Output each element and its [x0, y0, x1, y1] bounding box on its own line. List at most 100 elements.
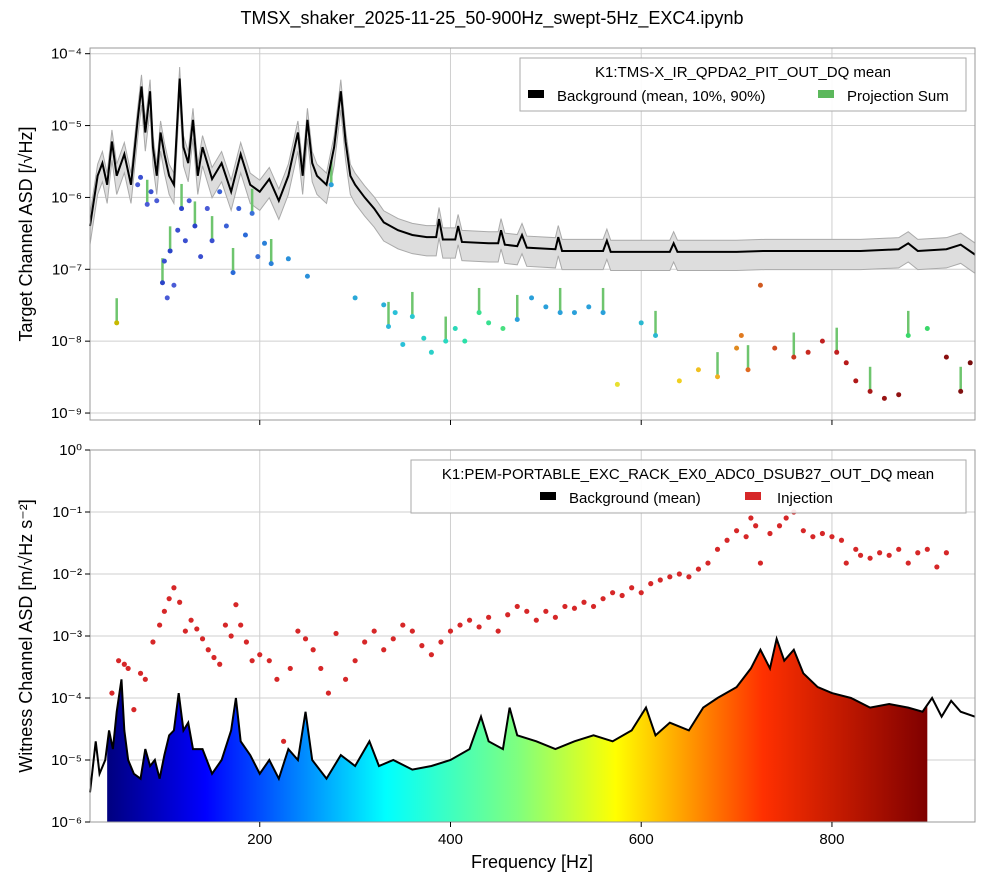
- top-ytick-label: 10⁻⁸: [51, 333, 82, 350]
- injection-point: [228, 633, 234, 639]
- injection-point: [838, 537, 845, 543]
- projection-point: [138, 174, 144, 180]
- projection-point: [881, 395, 887, 401]
- injection-point: [249, 658, 255, 664]
- top-legend-swatch-background: [528, 90, 544, 98]
- top-legend: K1:TMS-X_IR_QPDA2_PIT_OUT_DQ mean Backgr…: [519, 57, 967, 112]
- injection-point: [495, 628, 501, 634]
- injection-point: [819, 530, 826, 537]
- injection-point: [886, 552, 892, 558]
- projection-point: [529, 295, 535, 301]
- injection-point: [325, 690, 332, 696]
- injection-point: [571, 605, 578, 611]
- projection-point: [421, 335, 427, 341]
- injection-point: [166, 596, 172, 602]
- bottom-legend-title: K1:PEM-PORTABLE_EXC_RACK_EX0_ADC0_DSUB27…: [442, 466, 934, 483]
- projection-point: [171, 282, 177, 288]
- injection-point: [280, 738, 287, 744]
- injection-point: [581, 599, 587, 605]
- projection-point: [230, 270, 236, 276]
- top-legend-label-background: Background (mean, 10%, 90%): [557, 88, 765, 105]
- projection-point: [148, 189, 154, 195]
- top-legend-label-projection: Projection Sum: [847, 88, 949, 105]
- injection-point: [142, 676, 148, 682]
- injection-point: [552, 614, 558, 620]
- projection-point: [385, 323, 391, 329]
- injection-point: [342, 676, 349, 682]
- projection-point: [452, 326, 458, 332]
- injection-point: [274, 676, 280, 682]
- projection-point: [791, 354, 797, 360]
- projection-point: [242, 232, 248, 238]
- bottom-legend: K1:PEM-PORTABLE_EXC_RACK_EX0_ADC0_DSUB27…: [410, 459, 967, 514]
- injection-point: [194, 626, 200, 632]
- projection-point: [676, 378, 682, 384]
- projection-point: [352, 295, 358, 301]
- injection-point: [705, 560, 711, 566]
- injection-point: [243, 639, 250, 645]
- projection-point: [905, 332, 911, 338]
- projection-point: [805, 349, 811, 355]
- injection-point: [505, 612, 511, 618]
- injection-point: [924, 546, 930, 552]
- projection-point: [757, 282, 763, 288]
- injection-point: [724, 537, 730, 543]
- bottom-y-ticks: 10⁻⁶ 10⁻⁵ 10⁻⁴ 10⁻³ 10⁻² 10⁻¹ 10⁰: [51, 442, 90, 831]
- bot-ytick-label: 10⁻⁶: [51, 814, 82, 831]
- projection-point: [262, 240, 268, 246]
- injection-point: [915, 550, 921, 556]
- bottom-legend-label-background: Background (mean): [569, 490, 701, 507]
- bottom-legend-box: [410, 459, 967, 514]
- projection-point: [204, 206, 210, 212]
- injection-point: [810, 534, 816, 540]
- projection-point: [745, 367, 751, 373]
- projection-point: [381, 302, 387, 308]
- injection-point: [131, 706, 137, 713]
- injection-point: [381, 647, 387, 653]
- injection-point: [371, 628, 377, 634]
- injection-point: [109, 690, 115, 696]
- projection-point: [500, 326, 506, 332]
- injection-point: [905, 560, 911, 566]
- injection-point: [657, 577, 663, 583]
- injection-point: [409, 628, 415, 634]
- top-y-axis-label: Target Channel ASD [/√Hz]: [16, 127, 36, 342]
- projection-point: [409, 314, 415, 320]
- bot-ytick-label: 10⁻¹: [52, 504, 82, 521]
- projection-point: [476, 310, 482, 316]
- projection-point: [543, 304, 549, 310]
- injection-point: [562, 603, 568, 610]
- injection-point: [287, 665, 293, 672]
- injection-point: [137, 670, 144, 676]
- top-ytick-label: 10⁻⁹: [51, 405, 82, 422]
- injection-point: [757, 560, 764, 566]
- injection-point: [257, 652, 263, 658]
- projection-point: [192, 223, 198, 229]
- injection-point: [857, 552, 864, 558]
- projection-point: [586, 304, 592, 310]
- injection-point: [714, 546, 721, 552]
- bot-ytick-label: 10⁰: [59, 442, 82, 459]
- projection-point: [209, 238, 215, 244]
- projection-point: [175, 227, 181, 233]
- projection-point: [392, 310, 398, 316]
- bottom-x-ticks: 200 400 600 800: [247, 822, 844, 848]
- top-background-mean-path: [89, 78, 976, 256]
- injection-point: [466, 617, 473, 623]
- injection-point: [800, 528, 806, 534]
- top-axes-frame: [89, 47, 976, 421]
- top-x-ticks: [259, 420, 833, 425]
- injection-point: [238, 622, 244, 628]
- projection-point: [161, 258, 167, 264]
- bottom-legend-swatch-injection: [745, 492, 761, 500]
- projection-point: [614, 381, 620, 387]
- bottom-legend-label-injection: Injection: [777, 490, 833, 507]
- injection-point: [486, 614, 492, 620]
- injection-point: [447, 628, 454, 634]
- injection-point: [943, 550, 949, 556]
- injection-point: [743, 534, 749, 540]
- bottom-y-axis-label: Witness Channel ASD [m/√Hz s⁻²]: [16, 499, 36, 772]
- bot-ytick-label: 10⁻⁵: [51, 752, 82, 769]
- projection-point: [867, 388, 873, 394]
- injection-point: [619, 592, 625, 599]
